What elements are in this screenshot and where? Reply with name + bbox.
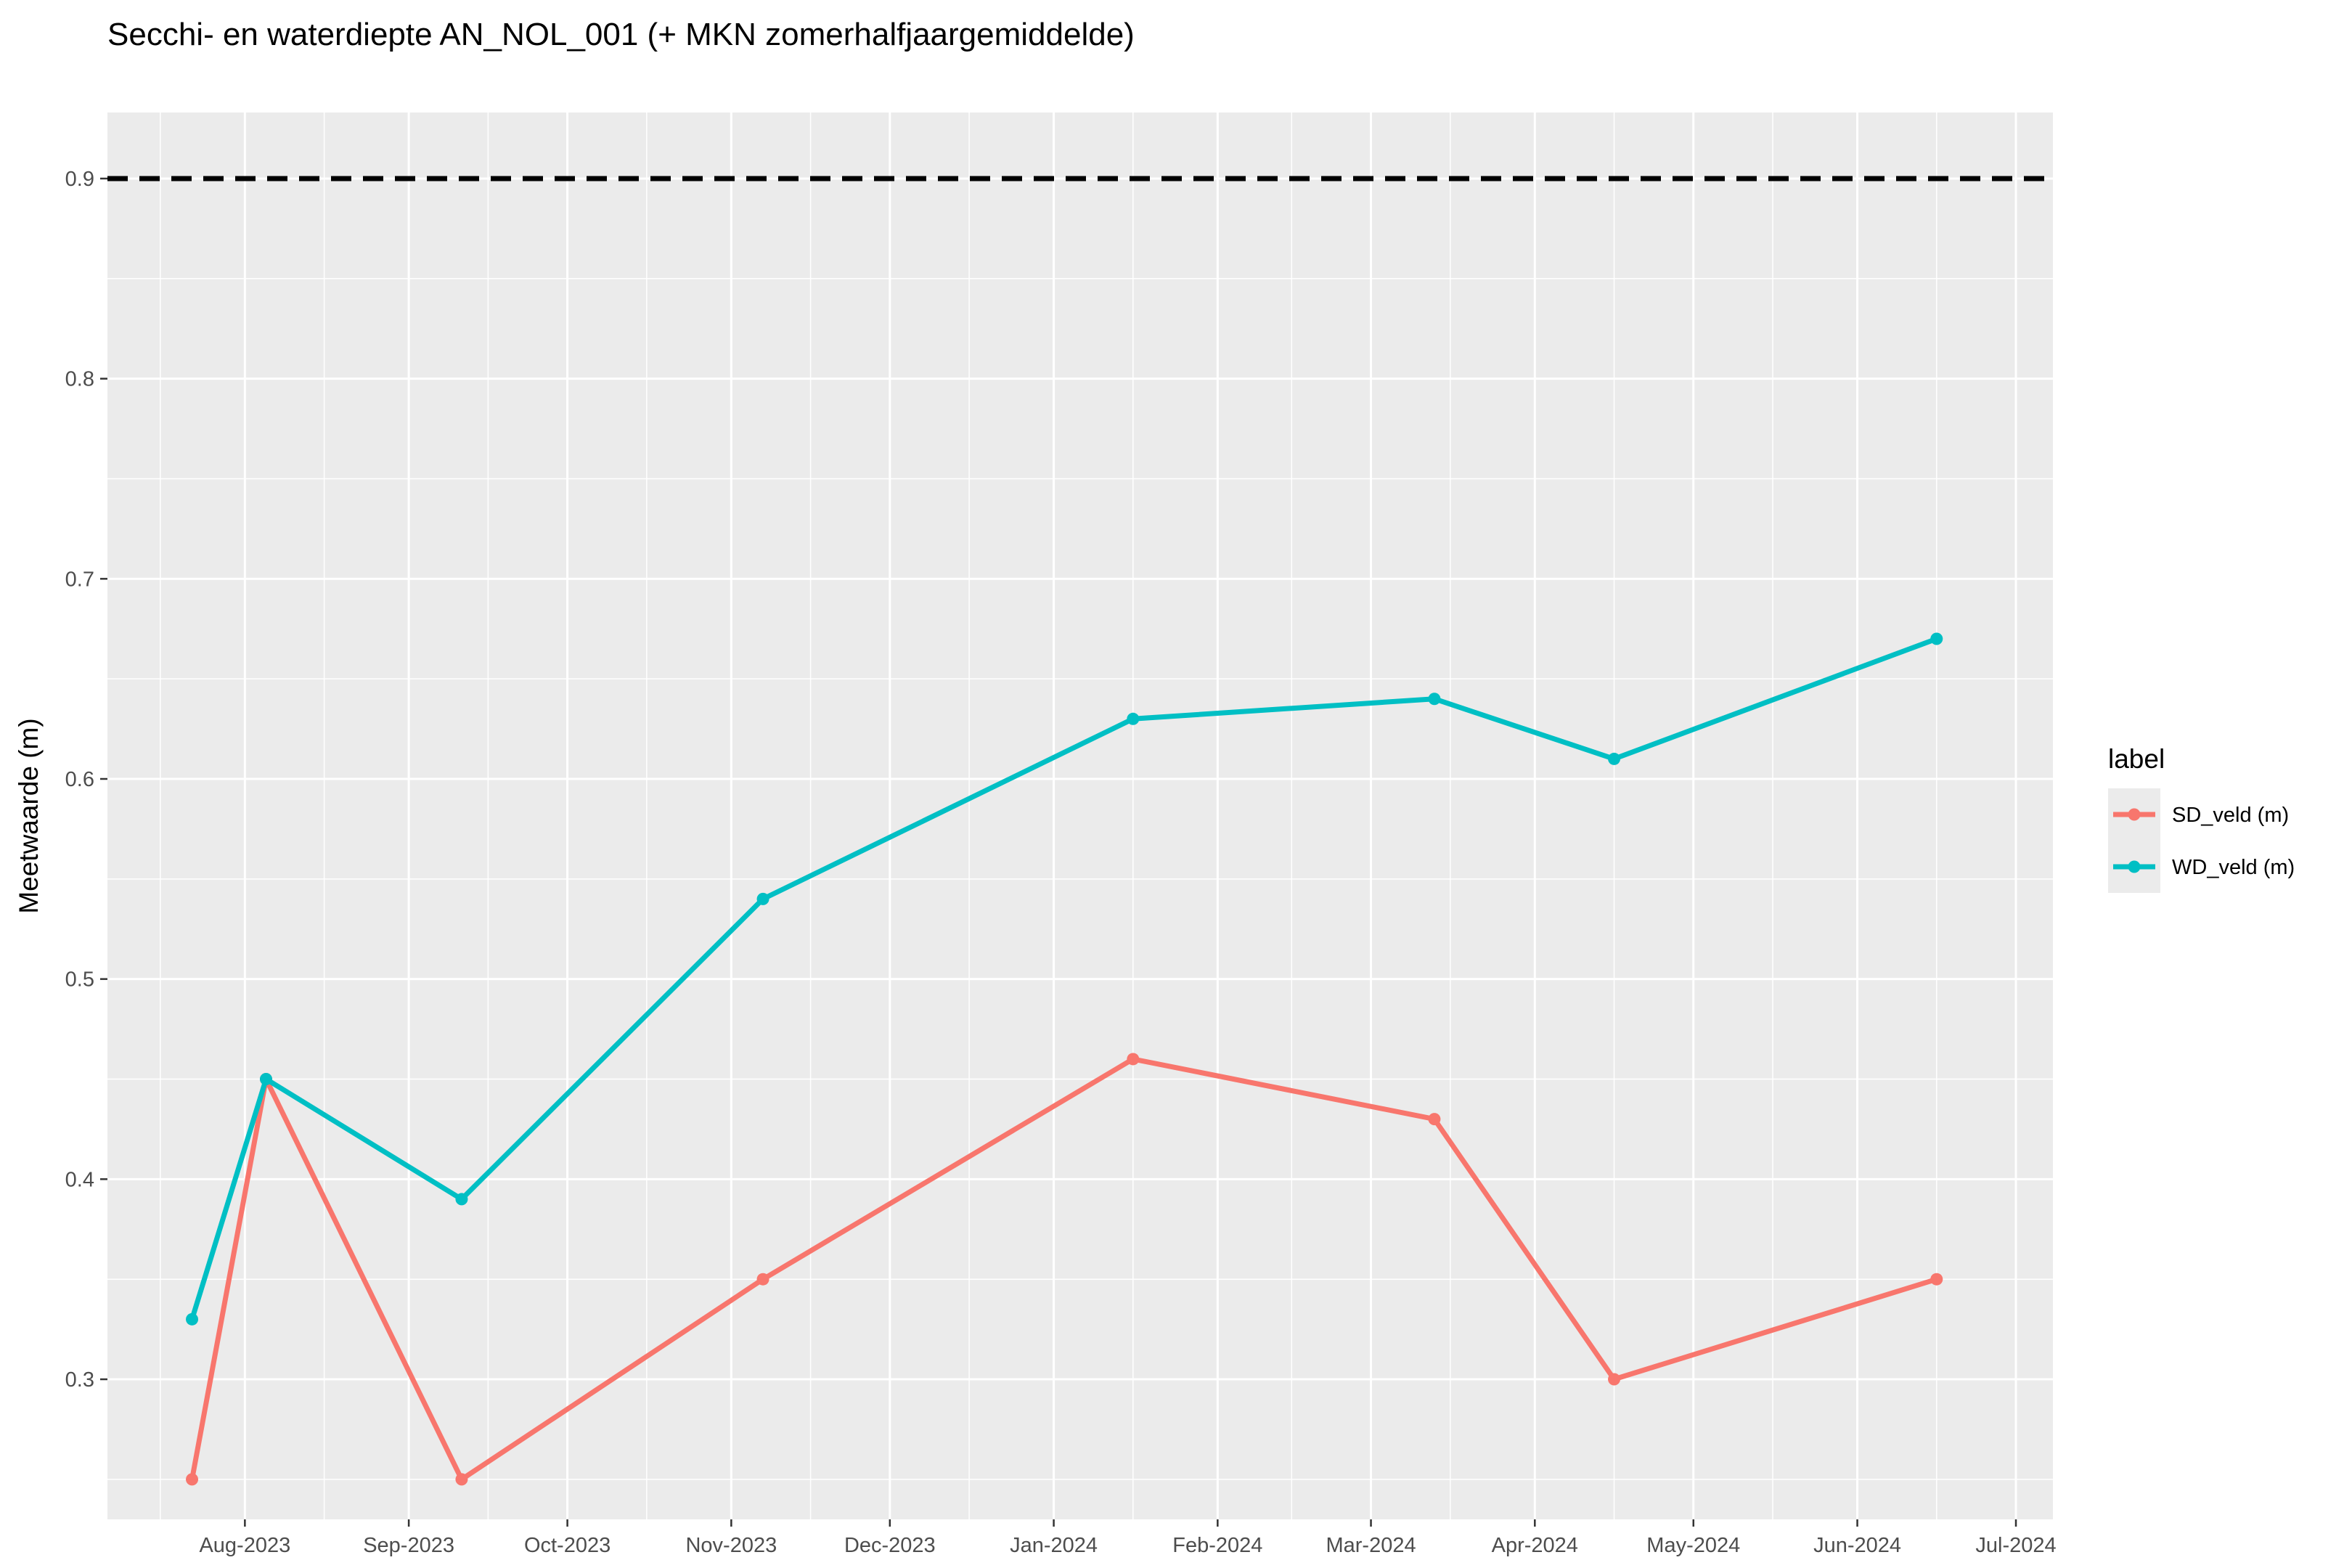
data-point [455, 1473, 468, 1486]
x-tick-label: Oct-2023 [524, 1534, 611, 1557]
x-tick-label: Jan-2024 [1010, 1534, 1098, 1557]
legend-swatch-point [2128, 860, 2141, 873]
data-point [455, 1193, 468, 1206]
series-1 [186, 1053, 1943, 1486]
data-point [756, 892, 769, 905]
x-tick-label: Jul-2024 [1975, 1534, 2056, 1557]
data-point [1428, 693, 1441, 706]
y-tick-label: 0.6 [65, 768, 94, 791]
data-point [1608, 1373, 1621, 1386]
series-2 [186, 632, 1943, 1326]
data-point [1428, 1113, 1441, 1126]
y-tick-label: 0.4 [65, 1168, 94, 1191]
legend-swatch-point [2128, 808, 2141, 821]
x-axis: Aug-2023 Sep-2023 Oct-2023 Nov-2023 Dec-2023… [199, 1519, 2057, 1557]
y-tick-label: 0.7 [65, 568, 94, 591]
x-tick-label: Dec-2023 [844, 1534, 936, 1557]
y-axis-title: Meetwaarde (m) [14, 718, 44, 913]
chart-title: Secchi- en waterdiepte AN_NOL_001 (+ MKN… [107, 17, 1135, 52]
legend-label: WD_veld (m) [2172, 856, 2295, 879]
legend: label SD_veld (m) WD_veld (m) [2108, 744, 2295, 893]
y-axis: 0.3 0.4 0.5 0.6 0.7 0.8 0.9 [65, 168, 107, 1392]
legend-item: SD_veld (m) [2108, 788, 2289, 841]
series-line [189, 1056, 1937, 1482]
legend-label: SD_veld (m) [2172, 804, 2289, 827]
x-tick-label: Sep-2023 [363, 1534, 454, 1557]
grid-major [107, 113, 2053, 1519]
legend-items: SD_veld (m) WD_veld (m) [2108, 788, 2295, 893]
x-tick-label: Jun-2024 [1813, 1534, 1901, 1557]
data-point [1127, 712, 1140, 725]
data-point [259, 1073, 272, 1086]
legend-title: label [2108, 744, 2165, 774]
data-point [186, 1473, 199, 1486]
data-point [1930, 632, 1943, 645]
y-tick-label: 0.3 [65, 1368, 94, 1392]
x-tick-label: Mar-2024 [1326, 1534, 1416, 1557]
x-tick-label: May-2024 [1646, 1534, 1740, 1557]
grid-minor [107, 113, 2053, 1519]
series-line [189, 636, 1938, 1320]
x-tick-label: Apr-2024 [1492, 1534, 1578, 1557]
data-point [1608, 752, 1621, 765]
x-tick-label: Aug-2023 [199, 1534, 290, 1557]
y-tick-label: 0.5 [65, 968, 94, 992]
x-tick-label: Nov-2023 [685, 1534, 777, 1557]
y-tick-label: 0.9 [65, 168, 94, 191]
legend-item: WD_veld (m) [2108, 841, 2295, 893]
data-point [1930, 1273, 1943, 1286]
series-layer [186, 632, 1943, 1486]
y-tick-label: 0.8 [65, 368, 94, 391]
data-point [186, 1312, 199, 1326]
data-point [1127, 1053, 1140, 1066]
x-tick-label: Feb-2024 [1172, 1534, 1262, 1557]
plot-panel [107, 113, 2053, 1519]
data-point [756, 1273, 769, 1286]
